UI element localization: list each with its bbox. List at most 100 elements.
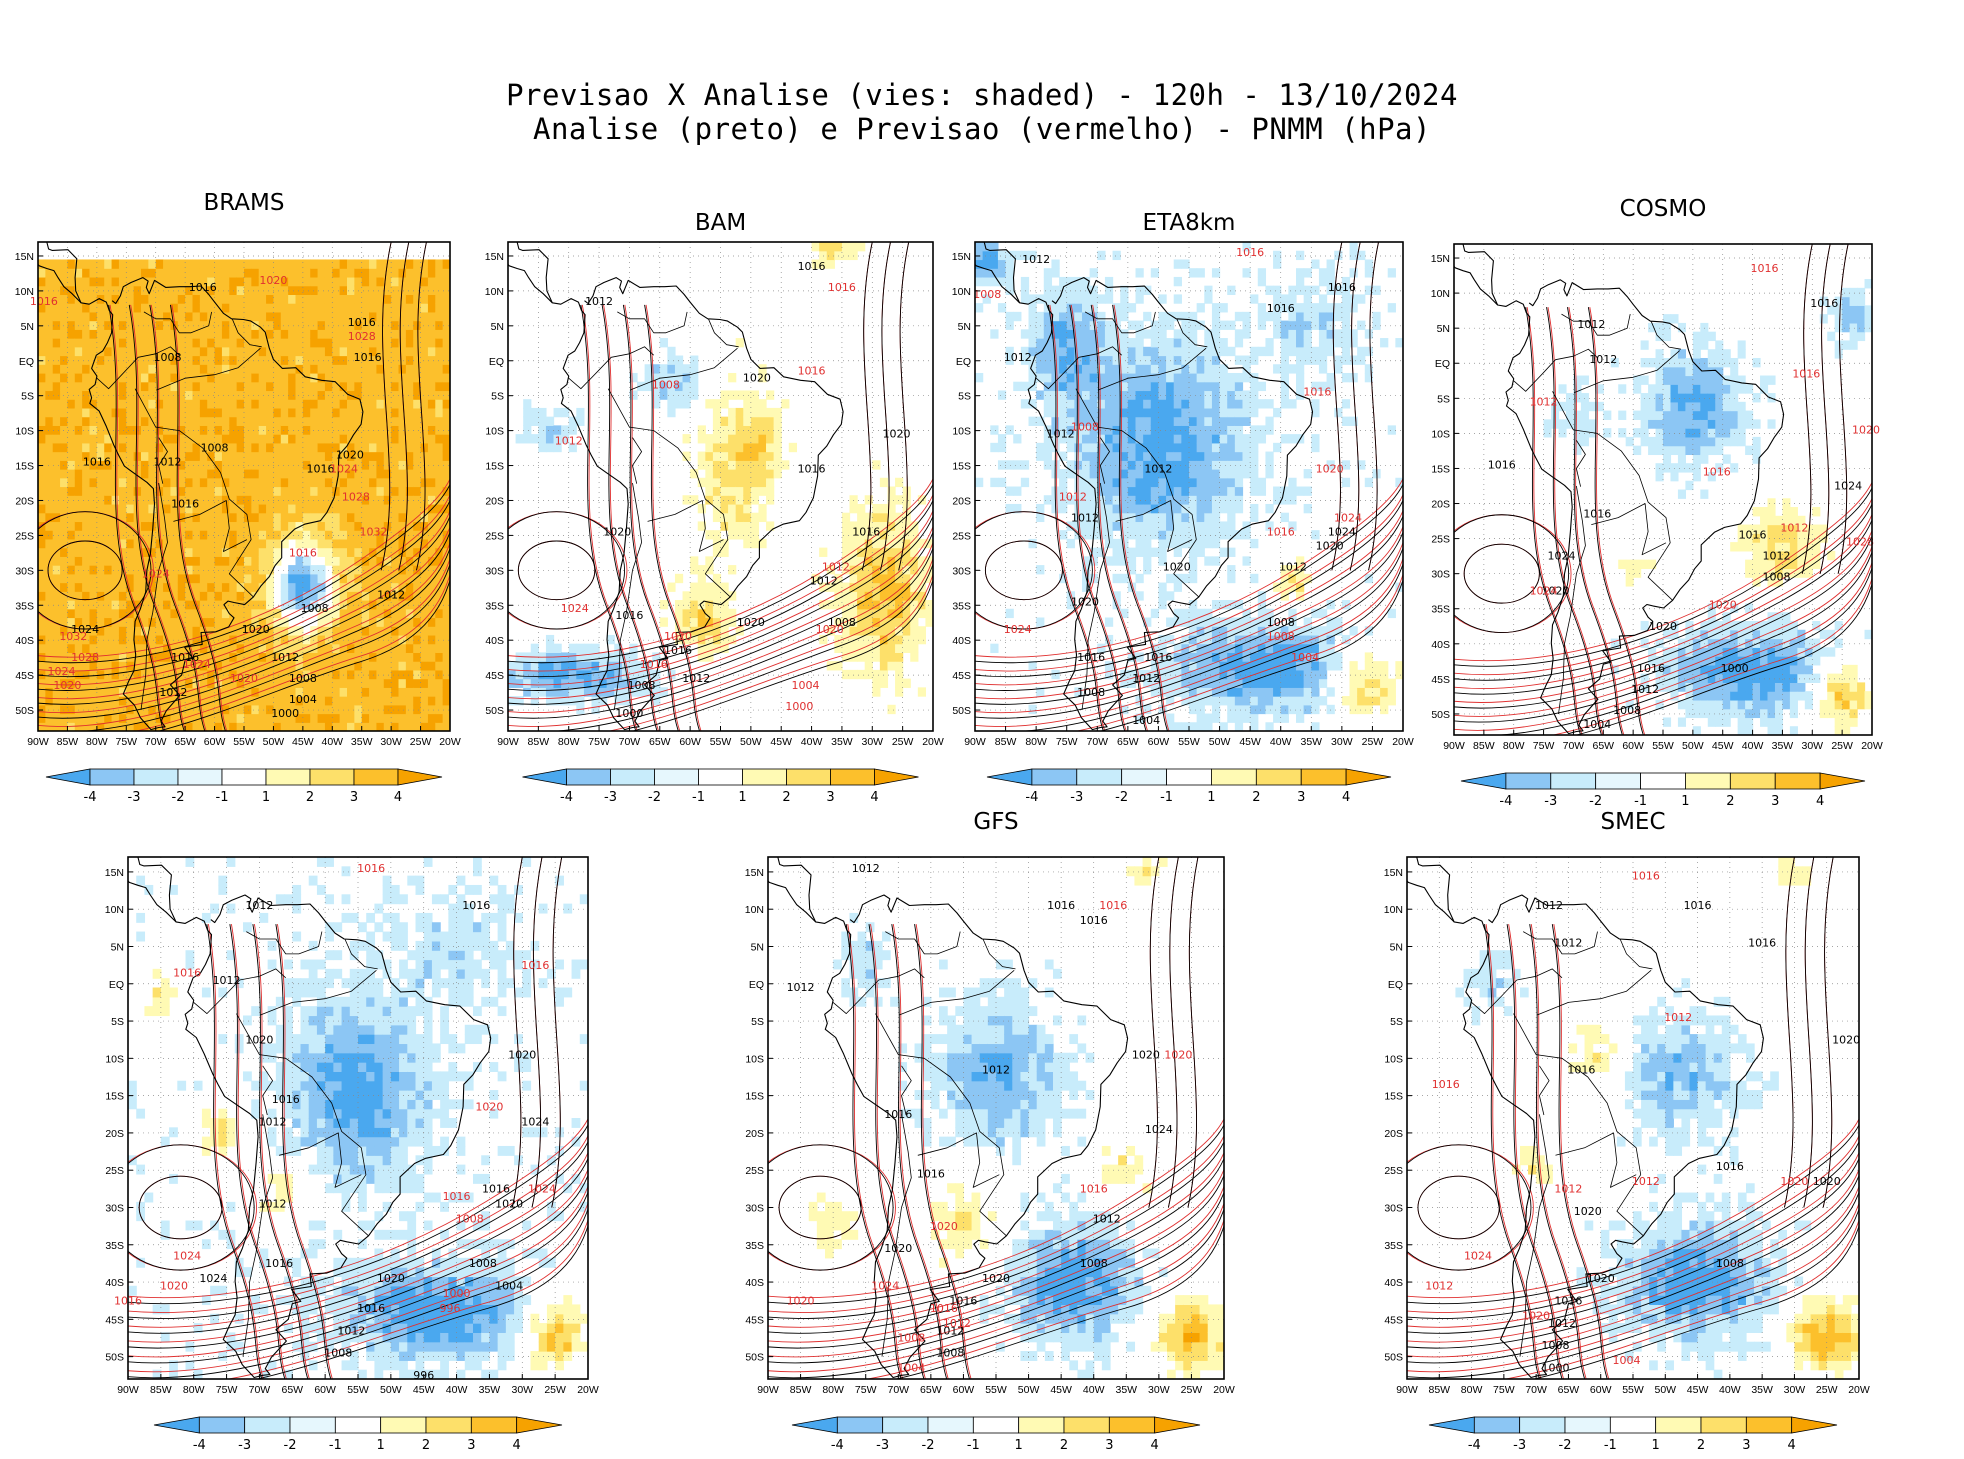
lat-tick-label: 20S <box>485 495 504 507</box>
lat-tick-label: 5S <box>1437 393 1450 405</box>
analysis-isobar-label: 1020 <box>245 1033 273 1046</box>
analysis-isobar-label: 1012 <box>1589 353 1617 366</box>
lon-tick-label: 25W <box>892 736 914 748</box>
colorbar-label: 3 <box>350 790 358 805</box>
lat-tick-label: 50S <box>952 705 971 717</box>
forecast-isobar-label: 1024 <box>142 567 170 580</box>
forecast-isobar-label: 1020 <box>53 679 81 692</box>
analysis-isobar-label: 1012 <box>810 574 838 587</box>
colorbar-label: -2 <box>172 790 185 805</box>
forecast-isobar-label: 1020 <box>230 672 258 685</box>
analysis-isobar-label: 1016 <box>1047 899 1075 912</box>
forecast-isobar-label: 1020 <box>1852 423 1880 436</box>
lon-tick-label: 30W <box>380 736 402 748</box>
lon-tick-label: 45W <box>413 1384 435 1396</box>
colorbar-label: -2 <box>648 790 661 805</box>
bias-shading <box>1455 857 1859 1380</box>
forecast-isobar-label: 1008 <box>456 1212 484 1225</box>
forecast-isobar-label: 1012 <box>943 1317 971 1330</box>
lon-tick-label: 65W <box>174 736 196 748</box>
analysis-isobar-label: 1008 <box>936 1347 964 1360</box>
colorbar-label: 3 <box>1742 1438 1750 1453</box>
lon-tick-label: 55W <box>347 1384 369 1396</box>
lon-tick-label: 45W <box>770 736 792 748</box>
forecast-isobar-label: 1020 <box>1709 599 1737 612</box>
lat-tick-label: 10S <box>952 426 971 438</box>
analysis-isobar-label: 1016 <box>1716 1160 1744 1173</box>
lon-tick-label: 60W <box>314 1384 336 1396</box>
colorbar-label: 3 <box>826 790 834 805</box>
forecast-isobar-label: 1024 <box>330 463 358 476</box>
forecast-isobar-label: 1028 <box>348 330 376 343</box>
analysis-isobar-label: 1012 <box>259 1115 287 1128</box>
colorbar-label: -1 <box>1604 1438 1617 1453</box>
lon-tick-label: 70W <box>1086 736 1108 748</box>
lon-tick-label: 50W <box>1209 736 1231 748</box>
lat-tick-label: 10S <box>15 426 34 438</box>
lon-tick-label: 70W <box>1525 1384 1547 1396</box>
analysis-isobar-label: 1016 <box>1583 508 1611 521</box>
analysis-isobar-label: 1016 <box>171 497 199 510</box>
lat-tick-label: 45S <box>1384 1314 1403 1326</box>
lat-tick-label: 35S <box>952 600 971 612</box>
analysis-isobar-label: 1020 <box>1574 1205 1602 1218</box>
analysis-isobar-label: 1008 <box>201 442 229 455</box>
lon-tick-label: 85W <box>57 736 79 748</box>
analysis-isobar-label: 1008 <box>153 351 181 364</box>
analysis-isobar-label: 1008 <box>301 602 329 615</box>
analysis-isobar-label: 1000 <box>1542 1362 1570 1375</box>
lat-tick-label: 15N <box>105 867 124 879</box>
lat-tick-label: 40S <box>105 1277 124 1289</box>
lon-tick-label: 30W <box>511 1384 533 1396</box>
lon-tick-label: 25W <box>1831 740 1853 752</box>
lat-tick-label: 35S <box>1431 604 1450 616</box>
figure-title-line-2: Analise (preto) e Previsao (vermelho) - … <box>0 112 1964 146</box>
lat-tick-label: 45S <box>745 1314 764 1326</box>
analysis-isobar-label: 1016 <box>1080 914 1108 927</box>
lon-tick-label: 35W <box>1772 740 1794 752</box>
lon-tick-label: 25W <box>1181 1384 1203 1396</box>
analysis-isobar-label: 1008 <box>1080 1257 1108 1270</box>
analysis-isobar-label: 1020 <box>603 525 631 538</box>
analysis-isobar-label: 1012 <box>787 981 815 994</box>
colorbar-label: 1 <box>1015 1438 1023 1453</box>
forecast-isobar-label: 1016 <box>1303 386 1331 399</box>
analysis-isobar-label: 1004 <box>1132 714 1160 727</box>
analysis-isobar-label: 1016 <box>348 316 376 329</box>
lon-tick-label: 65W <box>1558 1384 1580 1396</box>
lat-tick-label: 20S <box>745 1128 764 1140</box>
lon-tick-label: 40W <box>1742 740 1764 752</box>
analysis-isobar-label: 1012 <box>337 1324 365 1337</box>
lon-tick-label: 90W <box>964 736 986 748</box>
forecast-isobar-label: 1008 <box>897 1332 925 1345</box>
analysis-isobar-label: 1016 <box>265 1257 293 1270</box>
lon-tick-label: 90W <box>27 736 49 748</box>
lon-tick-label: 60W <box>1148 736 1170 748</box>
lat-tick-label: 5S <box>111 1016 124 1028</box>
lat-tick-label: 5S <box>491 391 504 403</box>
analysis-isobar-label: 1012 <box>1144 463 1172 476</box>
colorbar-label: 4 <box>1342 790 1350 805</box>
analysis-isobar-label: 1012 <box>159 686 187 699</box>
lon-tick-label: 35W <box>351 736 373 748</box>
analysis-isobar-label: 1024 <box>1145 1123 1173 1136</box>
lon-tick-label: 75W <box>115 736 137 748</box>
lon-tick-label: 20W <box>1861 740 1883 752</box>
lat-tick-label: 50S <box>485 705 504 717</box>
forecast-isobar-label: 1020 <box>816 623 844 636</box>
map-svg-cosmo: 1016101210121016101610241016101210081020… <box>1418 200 1886 815</box>
forecast-isobar-label: 1020 <box>160 1280 188 1293</box>
lon-tick-label: 85W <box>150 1384 172 1396</box>
colorbar-label: -1 <box>216 790 229 805</box>
analysis-isobar-label: 1004 <box>1583 718 1611 731</box>
forecast-isobar-label: 1012 <box>1059 490 1087 503</box>
lon-tick-label: 40W <box>1083 1384 1105 1396</box>
analysis-isobar-label: 1020 <box>495 1197 523 1210</box>
lon-tick-label: 55W <box>1178 736 1200 748</box>
analysis-isobar-label: 1020 <box>737 616 765 629</box>
